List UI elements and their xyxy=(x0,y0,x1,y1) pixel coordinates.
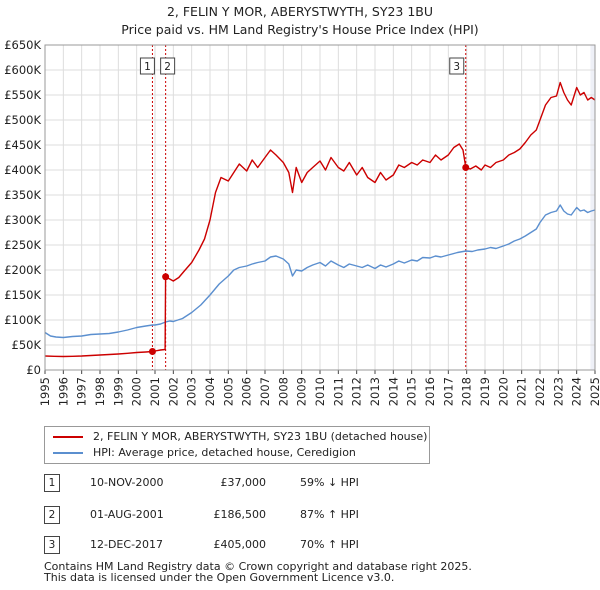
sale-number-badge: 1 xyxy=(44,474,60,492)
sale-label-box xyxy=(160,57,176,75)
x-tick-label: 2011 xyxy=(331,377,345,406)
y-tick-label: £650K xyxy=(4,38,41,52)
future-shading xyxy=(590,45,595,370)
x-tick-label: 2024 xyxy=(570,377,584,406)
legend-label-hpi: HPI: Average price, detached house, Cere… xyxy=(93,446,356,459)
x-tick-label: 2022 xyxy=(533,377,547,406)
chart-title-line1: 2, FELIN Y MOR, ABERYSTWYTH, SY23 1BU xyxy=(166,4,434,19)
sale-number-badge: 2 xyxy=(44,506,60,524)
x-tick-label: 2012 xyxy=(350,377,364,406)
sale-label-text: 1 xyxy=(144,61,151,73)
footer-copyright: Contains HM Land Registry data © Crown c… xyxy=(44,560,472,573)
legend-swatch-hpi xyxy=(53,452,83,454)
x-tick-label: 2010 xyxy=(313,377,327,406)
chart-legend: 2, FELIN Y MOR, ABERYSTWYTH, SY23 1BU (d… xyxy=(44,426,430,464)
x-tick-label: 2025 xyxy=(588,377,600,406)
y-tick-label: £250K xyxy=(4,238,41,252)
x-tick-label: 1998 xyxy=(93,377,107,406)
sale-date: 01-AUG-2001 xyxy=(90,508,164,521)
footer-licence: This data is licensed under the Open Gov… xyxy=(44,571,395,584)
x-tick-label: 2008 xyxy=(276,377,290,406)
x-tick-label: 2003 xyxy=(185,377,199,406)
sale-hpi-diff: 59% ↓ HPI xyxy=(300,476,359,489)
property-price-line xyxy=(44,81,596,358)
y-tick-label: £200K xyxy=(4,263,41,277)
x-tick-label: 2023 xyxy=(551,377,565,406)
chart-title-line2: Price paid vs. HM Land Registry's House … xyxy=(121,22,479,37)
x-tick-label: 2020 xyxy=(496,377,510,406)
y-tick-label: £300K xyxy=(4,213,41,227)
x-tick-label: 2019 xyxy=(478,377,492,406)
sale-number-badge: 3 xyxy=(44,536,60,554)
x-tick-label: 2007 xyxy=(258,377,272,406)
x-tick-label: 2002 xyxy=(166,377,180,406)
y-tick-label: £450K xyxy=(4,138,41,152)
legend-swatch-property xyxy=(53,436,83,438)
y-tick-label: £550K xyxy=(4,88,41,102)
sale-hpi-diff: 70% ↑ HPI xyxy=(300,538,359,551)
y-tick-label: £150K xyxy=(4,288,41,302)
y-tick-label: £0 xyxy=(26,363,41,377)
y-tick-label: £600K xyxy=(4,63,41,77)
x-tick-label: 2017 xyxy=(441,377,455,406)
sale-price: £37,000 xyxy=(220,476,267,489)
x-tick-label: 1999 xyxy=(111,377,125,406)
x-tick-label: 2001 xyxy=(148,377,162,406)
x-tick-label: 2014 xyxy=(386,377,400,406)
legend-label-property: 2, FELIN Y MOR, ABERYSTWYTH, SY23 1BU (d… xyxy=(93,430,428,443)
x-tick-label: 1996 xyxy=(56,377,70,406)
y-tick-label: £400K xyxy=(4,163,41,177)
sale-label-text: 3 xyxy=(453,61,460,73)
sale-point xyxy=(162,273,170,281)
x-tick-label: 2004 xyxy=(203,377,217,406)
x-tick-label: 2018 xyxy=(460,377,474,406)
plot-frame xyxy=(44,44,596,371)
x-tick-label: 2015 xyxy=(405,377,419,406)
footer-notice: Contains HM Land Registry data © Crown c… xyxy=(44,561,472,583)
sale-date: 10-NOV-2000 xyxy=(90,476,164,489)
sale-label-text: 2 xyxy=(164,61,171,73)
x-tick-label: 2016 xyxy=(423,377,437,406)
sale-hpi-diff: 87% ↑ HPI xyxy=(300,508,359,521)
price-chart: 1 2 3 £0 £50K £100K £150K £200K £250K £300K £350K… xyxy=(4,38,600,406)
sale-label-box xyxy=(139,57,155,75)
x-tick-label: 1997 xyxy=(75,377,89,406)
hpi-line xyxy=(44,204,596,339)
sale-point xyxy=(148,348,156,355)
x-tick-label: 2000 xyxy=(130,377,144,406)
y-tick-label: £100K xyxy=(4,313,41,327)
y-tick-label: £500K xyxy=(4,113,41,127)
x-tick-label: 2009 xyxy=(295,377,309,406)
sale-point xyxy=(462,164,470,171)
sale-label-box xyxy=(449,57,465,75)
x-tick-label: 2013 xyxy=(368,377,382,406)
x-tick-label: 2005 xyxy=(221,377,235,406)
x-tick-label: 2006 xyxy=(240,377,254,406)
sale-price: £405,000 xyxy=(213,538,267,551)
x-tick-label: 1995 xyxy=(38,377,52,406)
y-tick-label: £50K xyxy=(12,338,42,352)
x-tick-label: 2021 xyxy=(515,377,529,406)
sale-date: 12-DEC-2017 xyxy=(90,538,164,551)
y-tick-label: £350K xyxy=(4,188,41,202)
sale-price: £186,500 xyxy=(213,508,267,521)
